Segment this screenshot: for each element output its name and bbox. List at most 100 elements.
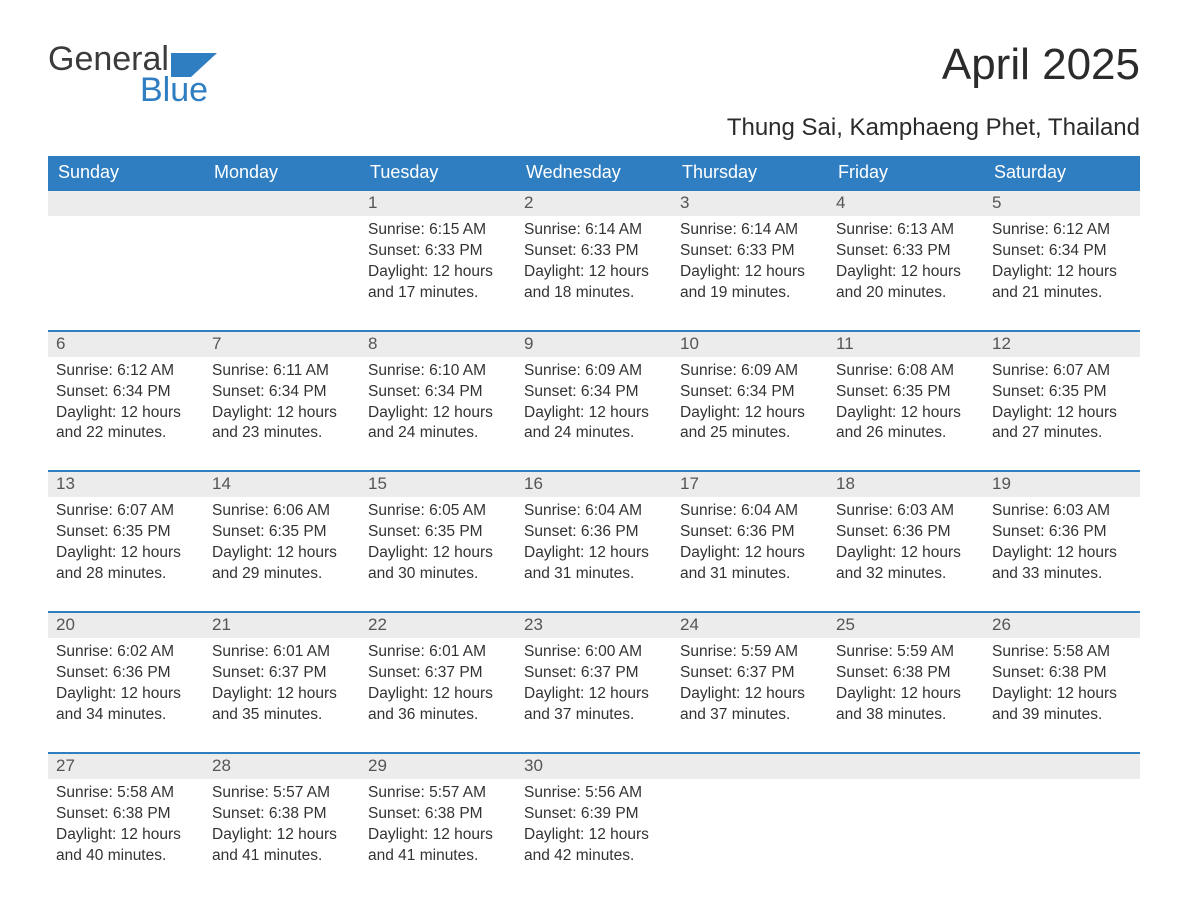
day-cell: Sunrise: 6:07 AMSunset: 6:35 PMDaylight:… bbox=[984, 357, 1140, 445]
daylight-text: Daylight: 12 hours and 31 minutes. bbox=[524, 543, 664, 585]
sunrise-text: Sunrise: 6:12 AM bbox=[992, 220, 1132, 241]
day-cell: Sunrise: 6:03 AMSunset: 6:36 PMDaylight:… bbox=[828, 497, 984, 585]
daylight-text: Daylight: 12 hours and 28 minutes. bbox=[56, 543, 196, 585]
day-cell: Sunrise: 6:12 AMSunset: 6:34 PMDaylight:… bbox=[984, 216, 1140, 304]
day-number bbox=[984, 754, 1140, 779]
day-number bbox=[672, 754, 828, 779]
day-cell: Sunrise: 6:11 AMSunset: 6:34 PMDaylight:… bbox=[204, 357, 360, 445]
daylight-text: Daylight: 12 hours and 34 minutes. bbox=[56, 684, 196, 726]
daynum-strip: 6789101112 bbox=[48, 330, 1140, 357]
sunrise-text: Sunrise: 5:57 AM bbox=[212, 783, 352, 804]
calendar: SundayMondayTuesdayWednesdayThursdayFrid… bbox=[48, 156, 1140, 892]
weeks-container: 12345Sunrise: 6:15 AMSunset: 6:33 PMDayl… bbox=[48, 189, 1140, 892]
daylight-text: Daylight: 12 hours and 37 minutes. bbox=[524, 684, 664, 726]
daylight-text: Daylight: 12 hours and 27 minutes. bbox=[992, 403, 1132, 445]
day-number: 29 bbox=[360, 754, 516, 779]
day-cell bbox=[672, 779, 828, 867]
day-cell: Sunrise: 6:06 AMSunset: 6:35 PMDaylight:… bbox=[204, 497, 360, 585]
day-number: 1 bbox=[360, 191, 516, 216]
day-number: 18 bbox=[828, 472, 984, 497]
page-title: April 2025 bbox=[942, 40, 1140, 90]
day-cell: Sunrise: 6:05 AMSunset: 6:35 PMDaylight:… bbox=[360, 497, 516, 585]
daylight-text: Daylight: 12 hours and 18 minutes. bbox=[524, 262, 664, 304]
week-row: 13141516171819Sunrise: 6:07 AMSunset: 6:… bbox=[48, 470, 1140, 585]
sunset-text: Sunset: 6:37 PM bbox=[368, 663, 508, 684]
weekday-thursday: Thursday bbox=[672, 156, 828, 189]
day-number: 7 bbox=[204, 332, 360, 357]
daylight-text: Daylight: 12 hours and 20 minutes. bbox=[836, 262, 976, 304]
day-number: 5 bbox=[984, 191, 1140, 216]
week-row: 12345 Sunrise: 6:15 AMSunset: 6:33 PMDayl… bbox=[48, 189, 1140, 304]
daylight-text: Daylight: 12 hours and 24 minutes. bbox=[368, 403, 508, 445]
day-number: 13 bbox=[48, 472, 204, 497]
sunrise-text: Sunrise: 6:11 AM bbox=[212, 361, 352, 382]
sunrise-text: Sunrise: 6:01 AM bbox=[368, 642, 508, 663]
sunrise-text: Sunrise: 6:07 AM bbox=[56, 501, 196, 522]
day-number: 28 bbox=[204, 754, 360, 779]
day-number: 9 bbox=[516, 332, 672, 357]
sunset-text: Sunset: 6:37 PM bbox=[524, 663, 664, 684]
day-number: 4 bbox=[828, 191, 984, 216]
sunset-text: Sunset: 6:35 PM bbox=[836, 382, 976, 403]
daylight-text: Daylight: 12 hours and 25 minutes. bbox=[680, 403, 820, 445]
sunset-text: Sunset: 6:35 PM bbox=[992, 382, 1132, 403]
day-cell: Sunrise: 6:07 AMSunset: 6:35 PMDaylight:… bbox=[48, 497, 204, 585]
sunrise-text: Sunrise: 6:03 AM bbox=[836, 501, 976, 522]
daylight-text: Daylight: 12 hours and 35 minutes. bbox=[212, 684, 352, 726]
day-number: 2 bbox=[516, 191, 672, 216]
day-cell: Sunrise: 6:15 AMSunset: 6:33 PMDaylight:… bbox=[360, 216, 516, 304]
sunrise-text: Sunrise: 5:57 AM bbox=[368, 783, 508, 804]
day-number: 15 bbox=[360, 472, 516, 497]
sunset-text: Sunset: 6:34 PM bbox=[56, 382, 196, 403]
daylight-text: Daylight: 12 hours and 39 minutes. bbox=[992, 684, 1132, 726]
day-cell: Sunrise: 6:01 AMSunset: 6:37 PMDaylight:… bbox=[204, 638, 360, 726]
day-cell: Sunrise: 5:58 AMSunset: 6:38 PMDaylight:… bbox=[48, 779, 204, 867]
daylight-text: Daylight: 12 hours and 38 minutes. bbox=[836, 684, 976, 726]
day-cell: Sunrise: 5:59 AMSunset: 6:38 PMDaylight:… bbox=[828, 638, 984, 726]
daylight-text: Daylight: 12 hours and 24 minutes. bbox=[524, 403, 664, 445]
day-cell: Sunrise: 6:14 AMSunset: 6:33 PMDaylight:… bbox=[672, 216, 828, 304]
day-cell: Sunrise: 5:57 AMSunset: 6:38 PMDaylight:… bbox=[204, 779, 360, 867]
day-cell: Sunrise: 6:03 AMSunset: 6:36 PMDaylight:… bbox=[984, 497, 1140, 585]
daylight-text: Daylight: 12 hours and 36 minutes. bbox=[368, 684, 508, 726]
sunset-text: Sunset: 6:39 PM bbox=[524, 804, 664, 825]
day-number: 8 bbox=[360, 332, 516, 357]
sunrise-text: Sunrise: 6:08 AM bbox=[836, 361, 976, 382]
sunrise-text: Sunrise: 6:04 AM bbox=[524, 501, 664, 522]
daylight-text: Daylight: 12 hours and 29 minutes. bbox=[212, 543, 352, 585]
day-number: 3 bbox=[672, 191, 828, 216]
day-number: 26 bbox=[984, 613, 1140, 638]
day-cell: Sunrise: 6:02 AMSunset: 6:36 PMDaylight:… bbox=[48, 638, 204, 726]
day-number: 12 bbox=[984, 332, 1140, 357]
daylight-text: Daylight: 12 hours and 17 minutes. bbox=[368, 262, 508, 304]
sunrise-text: Sunrise: 6:09 AM bbox=[524, 361, 664, 382]
weekday-sunday: Sunday bbox=[48, 156, 204, 189]
day-cell: Sunrise: 5:58 AMSunset: 6:38 PMDaylight:… bbox=[984, 638, 1140, 726]
weekday-wednesday: Wednesday bbox=[516, 156, 672, 189]
day-cell: Sunrise: 6:12 AMSunset: 6:34 PMDaylight:… bbox=[48, 357, 204, 445]
daynum-strip: 27282930 bbox=[48, 752, 1140, 779]
day-number bbox=[828, 754, 984, 779]
sunrise-text: Sunrise: 6:14 AM bbox=[524, 220, 664, 241]
day-number: 23 bbox=[516, 613, 672, 638]
location-text: Thung Sai, Kamphaeng Phet, Thailand bbox=[48, 114, 1140, 142]
header: General Blue April 2025 bbox=[48, 40, 1140, 110]
day-cell bbox=[828, 779, 984, 867]
day-cell: Sunrise: 6:08 AMSunset: 6:35 PMDaylight:… bbox=[828, 357, 984, 445]
sunset-text: Sunset: 6:35 PM bbox=[212, 522, 352, 543]
day-cell: Sunrise: 6:09 AMSunset: 6:34 PMDaylight:… bbox=[516, 357, 672, 445]
sunrise-text: Sunrise: 6:04 AM bbox=[680, 501, 820, 522]
daylight-text: Daylight: 12 hours and 32 minutes. bbox=[836, 543, 976, 585]
sunset-text: Sunset: 6:34 PM bbox=[680, 382, 820, 403]
sunrise-text: Sunrise: 6:03 AM bbox=[992, 501, 1132, 522]
sunrise-text: Sunrise: 5:59 AM bbox=[836, 642, 976, 663]
day-cell: Sunrise: 6:04 AMSunset: 6:36 PMDaylight:… bbox=[516, 497, 672, 585]
sunrise-text: Sunrise: 6:14 AM bbox=[680, 220, 820, 241]
sunset-text: Sunset: 6:33 PM bbox=[836, 241, 976, 262]
day-cell: Sunrise: 6:04 AMSunset: 6:36 PMDaylight:… bbox=[672, 497, 828, 585]
sunset-text: Sunset: 6:38 PM bbox=[992, 663, 1132, 684]
day-number: 20 bbox=[48, 613, 204, 638]
daylight-text: Daylight: 12 hours and 31 minutes. bbox=[680, 543, 820, 585]
day-number: 17 bbox=[672, 472, 828, 497]
sunrise-text: Sunrise: 6:13 AM bbox=[836, 220, 976, 241]
